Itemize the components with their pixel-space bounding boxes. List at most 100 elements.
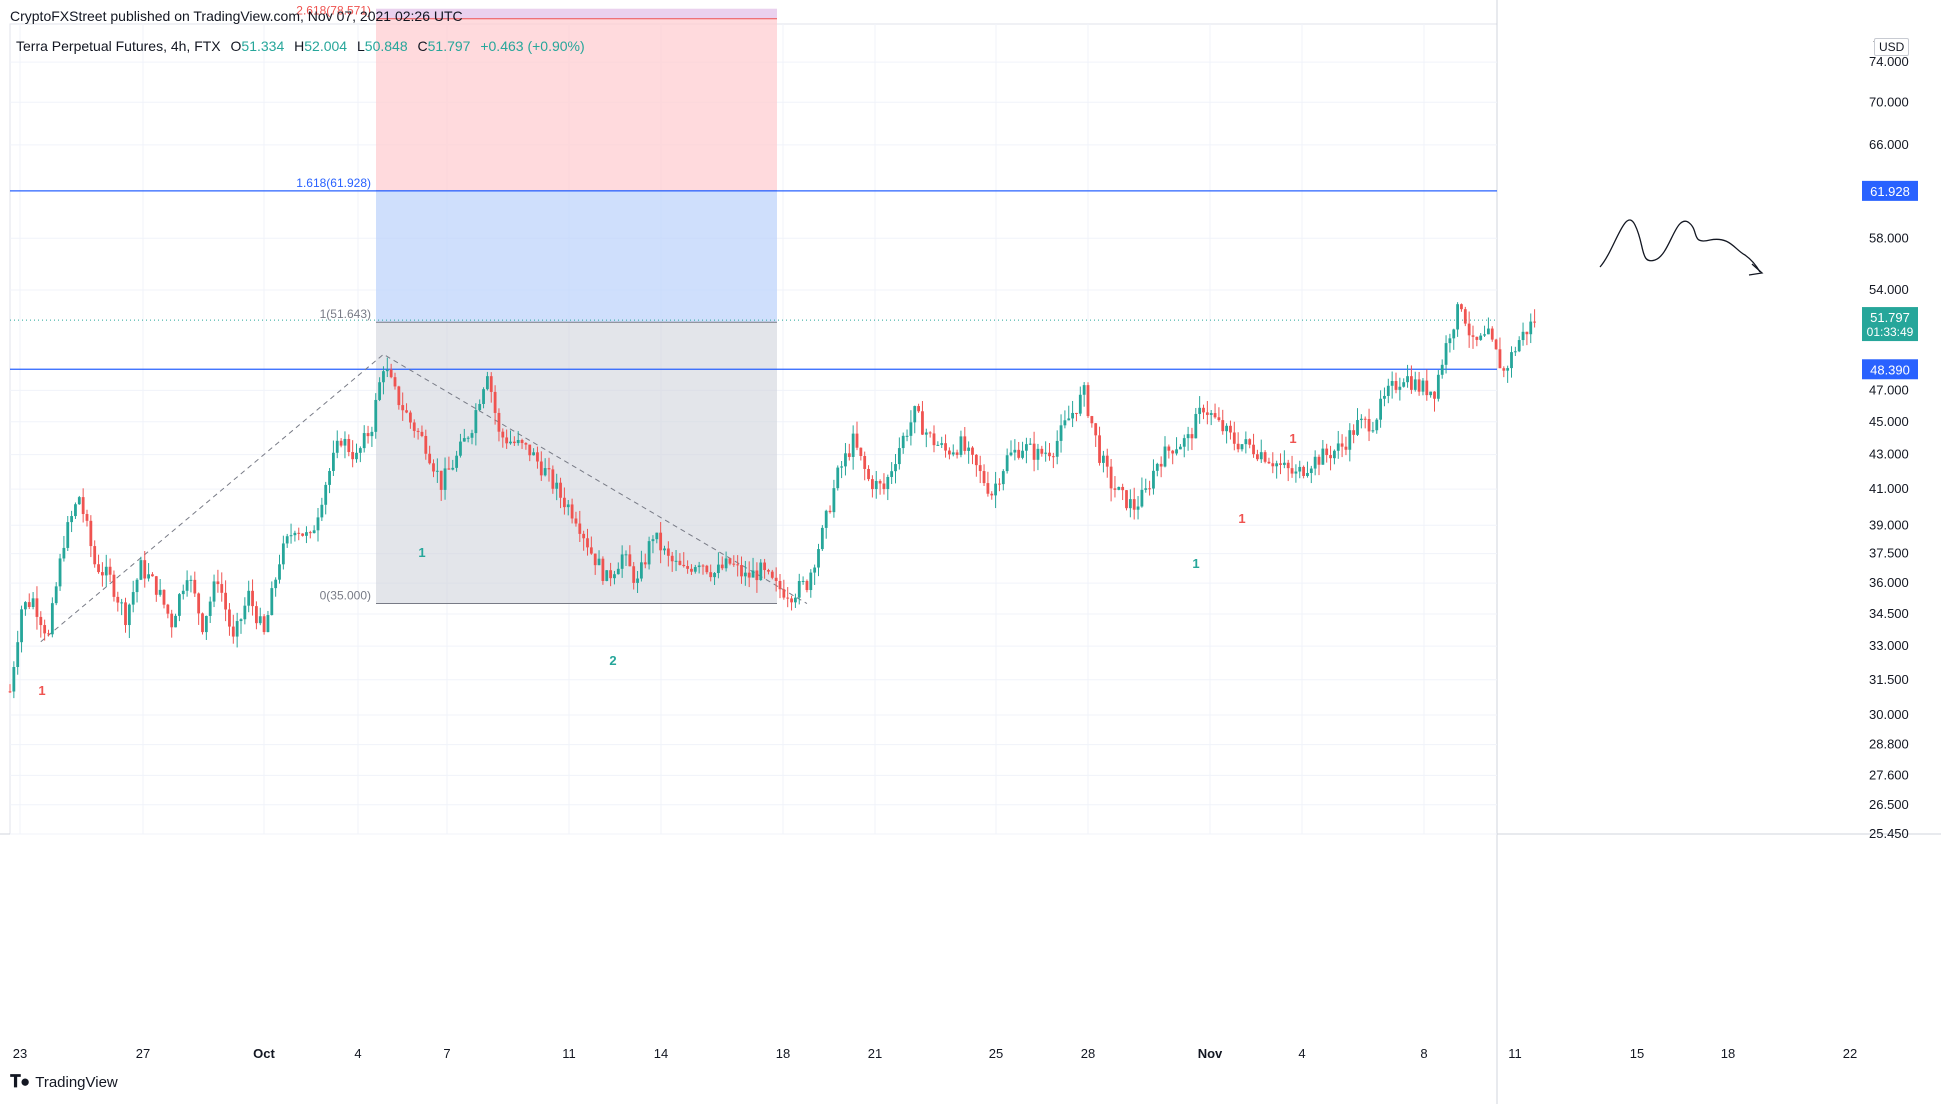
candle-body bbox=[790, 598, 793, 603]
candle-body bbox=[112, 574, 116, 597]
candle-body bbox=[297, 532, 301, 534]
candle-body bbox=[474, 410, 478, 434]
time-tick-label: 23 bbox=[13, 1046, 27, 1061]
candle-body bbox=[570, 504, 574, 519]
candle-body bbox=[1205, 412, 1209, 415]
low-value: 50.848 bbox=[364, 38, 408, 54]
candle-body bbox=[62, 547, 66, 559]
candle-body bbox=[844, 453, 847, 467]
candle-body bbox=[385, 369, 389, 372]
candle-body bbox=[1094, 423, 1098, 436]
candle-body bbox=[663, 548, 666, 551]
candle-body bbox=[743, 572, 747, 577]
candle-body bbox=[913, 406, 917, 423]
candle-body bbox=[58, 558, 62, 587]
doodle-arrow-head bbox=[1748, 263, 1764, 276]
candle-body bbox=[897, 448, 901, 465]
time-tick-label: 15 bbox=[1630, 1046, 1644, 1061]
candle-body bbox=[47, 633, 50, 635]
price-axis[interactable]: 74.000 70.000 66.000 58.000 54.000 47.000 45.0… bbox=[1862, 38, 1918, 841]
candle-body bbox=[1279, 463, 1282, 465]
tradingview-logo-icon: 𝐓● bbox=[10, 1072, 30, 1091]
candle-body bbox=[312, 530, 316, 534]
candle-body bbox=[281, 543, 285, 565]
candle-body bbox=[924, 432, 928, 435]
candle-body bbox=[443, 468, 447, 490]
candle-body bbox=[1517, 340, 1521, 352]
candle-body bbox=[1417, 379, 1421, 392]
candle-body bbox=[674, 560, 678, 562]
candle-body bbox=[147, 574, 150, 579]
candle-body bbox=[1017, 449, 1021, 458]
horizontal-levels bbox=[10, 190, 1497, 370]
candle-body bbox=[208, 601, 212, 616]
candle-body bbox=[1371, 430, 1375, 432]
candle-body bbox=[50, 603, 54, 635]
candle-body bbox=[1186, 434, 1190, 439]
price-tick-label: 39.000 bbox=[1869, 517, 1909, 532]
candle-body bbox=[520, 440, 524, 444]
candle-body bbox=[978, 465, 982, 472]
time-tick-label: Nov bbox=[1198, 1046, 1223, 1061]
candle-body bbox=[670, 555, 674, 562]
time-tick-label: 21 bbox=[868, 1046, 882, 1061]
candle-body bbox=[751, 570, 755, 578]
candle-body bbox=[378, 382, 381, 400]
candle-body bbox=[828, 510, 832, 513]
candle-body bbox=[466, 437, 470, 439]
candle-body bbox=[732, 563, 736, 565]
candle-body bbox=[1071, 412, 1074, 419]
candle-body bbox=[1090, 416, 1094, 424]
time-tick-label: 28 bbox=[1081, 1046, 1095, 1061]
candle-body bbox=[70, 516, 73, 523]
currency-button[interactable]: USD bbox=[1874, 38, 1910, 56]
fib-zone-blue bbox=[376, 190, 777, 323]
candle-body bbox=[859, 447, 863, 457]
candle-body bbox=[220, 584, 224, 593]
candle-body bbox=[1329, 455, 1332, 459]
candle-body bbox=[1136, 506, 1140, 510]
time-tick-label: 4 bbox=[354, 1046, 361, 1061]
candle-body bbox=[1313, 456, 1317, 469]
candle-body bbox=[1413, 379, 1417, 390]
candle-body bbox=[963, 436, 967, 451]
publisher-line: CryptoFXStreet published on TradingView.… bbox=[10, 8, 463, 24]
tradingview-brand[interactable]: 𝐓● TradingView bbox=[10, 1072, 118, 1092]
candle-body bbox=[1475, 336, 1479, 340]
candle-body bbox=[1317, 456, 1321, 465]
candle-body bbox=[1125, 490, 1128, 509]
candle-body bbox=[697, 565, 701, 568]
candle-body bbox=[154, 576, 158, 595]
candle-body bbox=[428, 453, 432, 464]
candle-body bbox=[886, 476, 890, 490]
fib-zone-top bbox=[376, 8, 777, 19]
candle-body bbox=[1525, 331, 1529, 335]
candle-body bbox=[1225, 425, 1228, 432]
candle-body bbox=[894, 464, 897, 472]
candle-body bbox=[982, 471, 986, 484]
candle-body bbox=[1152, 470, 1155, 489]
candle-body bbox=[224, 592, 227, 610]
sequence-count-label: 1 bbox=[1289, 431, 1296, 446]
candle-body bbox=[759, 562, 763, 581]
candle-body bbox=[1117, 486, 1121, 490]
candle-body bbox=[797, 581, 801, 598]
candle-body bbox=[243, 605, 247, 620]
high-label: H bbox=[294, 38, 305, 54]
high-value: 52.004 bbox=[304, 38, 348, 54]
candle-body bbox=[532, 452, 535, 456]
candle-body bbox=[247, 590, 251, 606]
candle-body bbox=[1032, 443, 1036, 460]
close-label: C bbox=[417, 38, 428, 54]
candle-body bbox=[424, 435, 428, 454]
candle-body bbox=[1055, 440, 1059, 457]
candle-body bbox=[308, 532, 312, 534]
candle-body bbox=[89, 520, 93, 547]
candle-body bbox=[632, 566, 636, 583]
candle-body bbox=[936, 444, 940, 446]
time-axis[interactable]: 23 27 Oct 4 7 11 14 18 21 25 28 Nov 4 8 11 15 18 22 bbox=[13, 1046, 1857, 1061]
candle-body bbox=[959, 436, 963, 455]
candle-body bbox=[701, 565, 705, 567]
price-tick-label: 34.500 bbox=[1869, 606, 1909, 621]
